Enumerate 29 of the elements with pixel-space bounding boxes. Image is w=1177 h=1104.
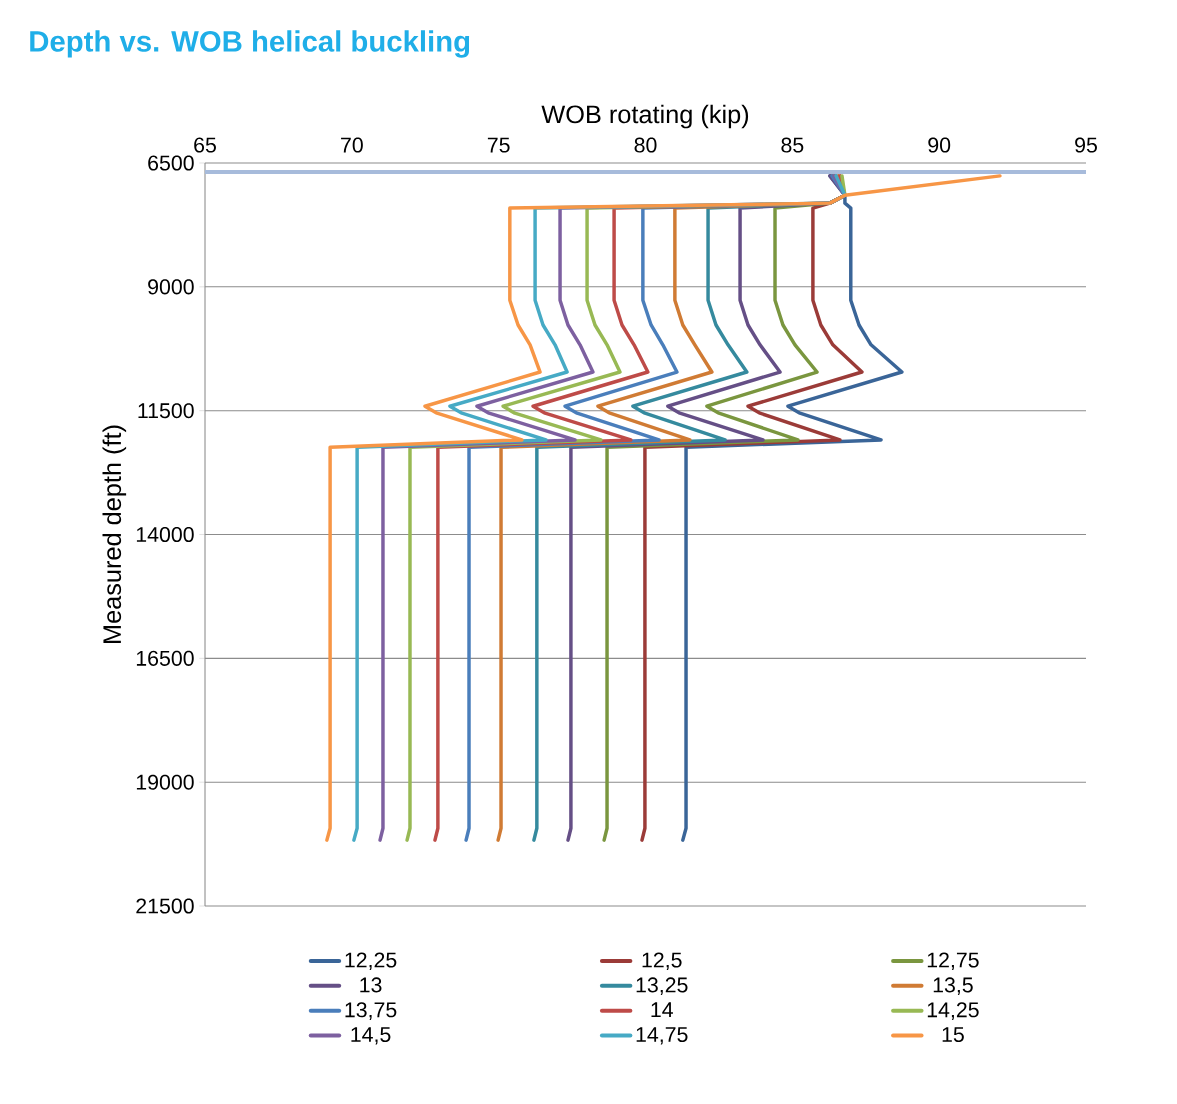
- x-tick-label: 95: [1075, 137, 1097, 153]
- y-tick-label: 6500: [148, 155, 194, 171]
- legend-label: 13: [360, 977, 382, 993]
- x-tick-label: 90: [928, 137, 951, 153]
- y-tick-label: 21500: [136, 898, 194, 914]
- legend-label: 14,25: [927, 1002, 979, 1020]
- legend-label: 13,5: [933, 977, 973, 995]
- legend-label: 14,5: [351, 1027, 391, 1045]
- x-tick-label: 80: [634, 137, 657, 153]
- y-tick-label: 9000: [148, 279, 194, 295]
- legend-label: 13,25: [636, 977, 688, 995]
- legend-label: 15: [942, 1027, 964, 1043]
- x-tick-label: 65: [194, 137, 216, 153]
- legend-label: 14,75: [636, 1027, 688, 1045]
- legend-label: 13,75: [345, 1002, 397, 1020]
- x-axis-title: WOB rotating (kip): [541, 104, 749, 129]
- y-tick-label: 16500: [136, 650, 194, 666]
- chart-title: Depth vs. WOB helical buckling: [30, 30, 470, 58]
- x-tick-label: 85: [781, 137, 804, 153]
- y-tick-label: 14000: [136, 526, 194, 543]
- y-axis-title: Measured depth (ft): [102, 425, 127, 643]
- legend-label: 14: [651, 1002, 673, 1018]
- x-tick-label: 75: [487, 137, 510, 153]
- legend-label: 12,25: [345, 952, 397, 971]
- legend-label: 12,75: [927, 952, 979, 971]
- legend-label: 12,5: [642, 952, 682, 971]
- y-tick-label: 19000: [136, 774, 194, 790]
- x-tick-label: 70: [341, 137, 363, 153]
- y-tick-label: 11500: [138, 403, 194, 419]
